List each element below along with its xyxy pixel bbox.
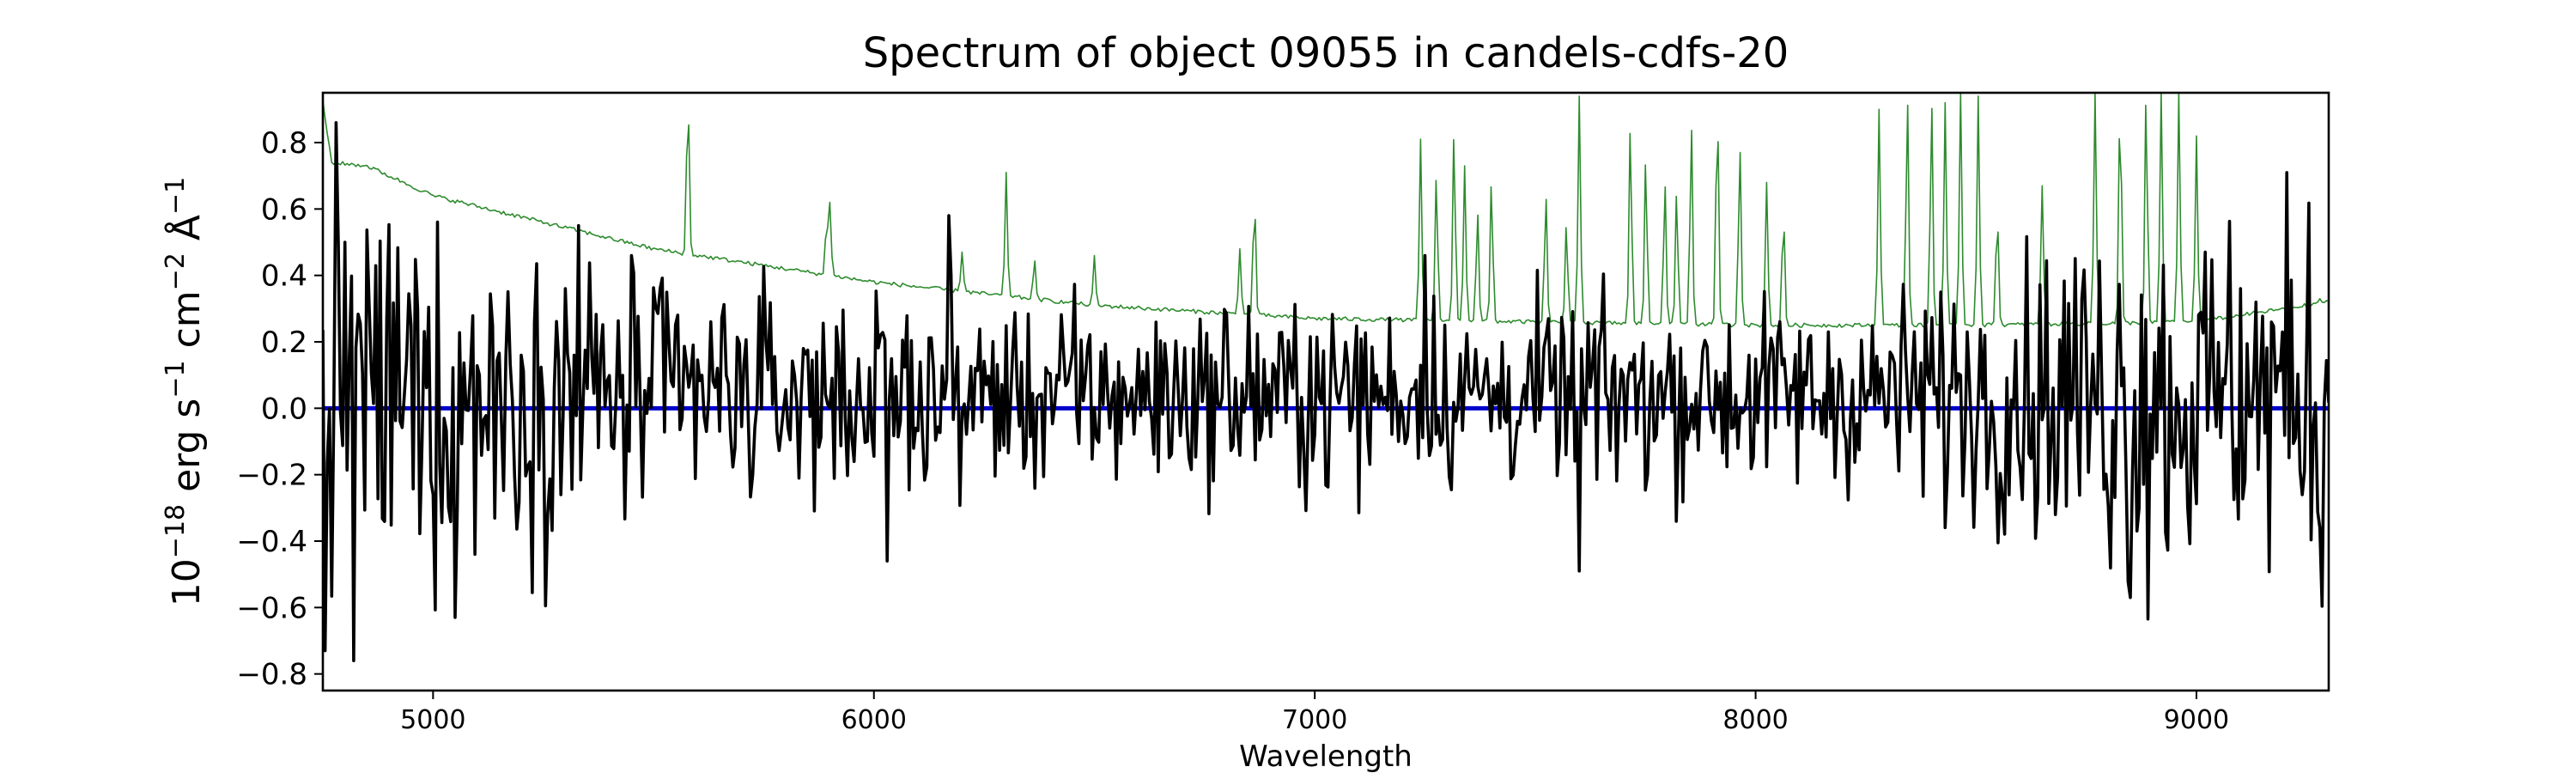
- y-axis-label-exp4: −1: [161, 177, 191, 215]
- x-tick-label: 8000: [1722, 705, 1788, 735]
- x-axis: 5000 6000 7000 8000 9000: [400, 691, 2229, 735]
- y-tick-label: 0.2: [261, 326, 307, 360]
- x-tick-label: 9000: [2164, 705, 2229, 735]
- y-axis-label-unit1: erg s: [165, 399, 209, 504]
- y-axis-label: 10−18 erg s−1 cm−2 Å−1: [161, 177, 209, 606]
- y-axis-label-exp1: −18: [161, 504, 191, 558]
- y-tick-label: 0.8: [261, 126, 307, 161]
- y-axis-label-unit3: Å: [163, 215, 209, 253]
- flux-series-line: [323, 121, 2329, 663]
- y-axis-label-prefix: 10: [165, 558, 209, 606]
- x-tick-label: 7000: [1282, 705, 1347, 735]
- y-tick-label: −0.4: [236, 525, 307, 559]
- y-axis-label-exp3: −2: [161, 253, 191, 290]
- y-tick-label: −0.8: [236, 658, 307, 692]
- x-tick-label: 5000: [400, 705, 465, 735]
- y-tick-label: 0.0: [261, 392, 307, 426]
- plot-area: [321, 91, 2330, 692]
- y-axis: −0.8 −0.6 −0.4 −0.2 0.0 0.2 0.4 0.6 0.8: [236, 126, 323, 692]
- noise-series-line: [323, 93, 2329, 328]
- y-tick-label: −0.6: [236, 591, 307, 625]
- x-axis-label: Wavelength: [1239, 740, 1413, 773]
- y-tick-label: 0.6: [261, 192, 307, 227]
- y-tick-label: −0.2: [236, 459, 307, 493]
- chart-title: Spectrum of object 09055 in candels-cdfs…: [863, 29, 1789, 77]
- plot-frame: [321, 91, 2330, 692]
- y-axis-label-exp2: −1: [161, 360, 191, 398]
- y-tick-label: 0.4: [261, 259, 307, 294]
- y-axis-label-unit2: cm: [165, 290, 209, 360]
- x-tick-label: 6000: [841, 705, 907, 735]
